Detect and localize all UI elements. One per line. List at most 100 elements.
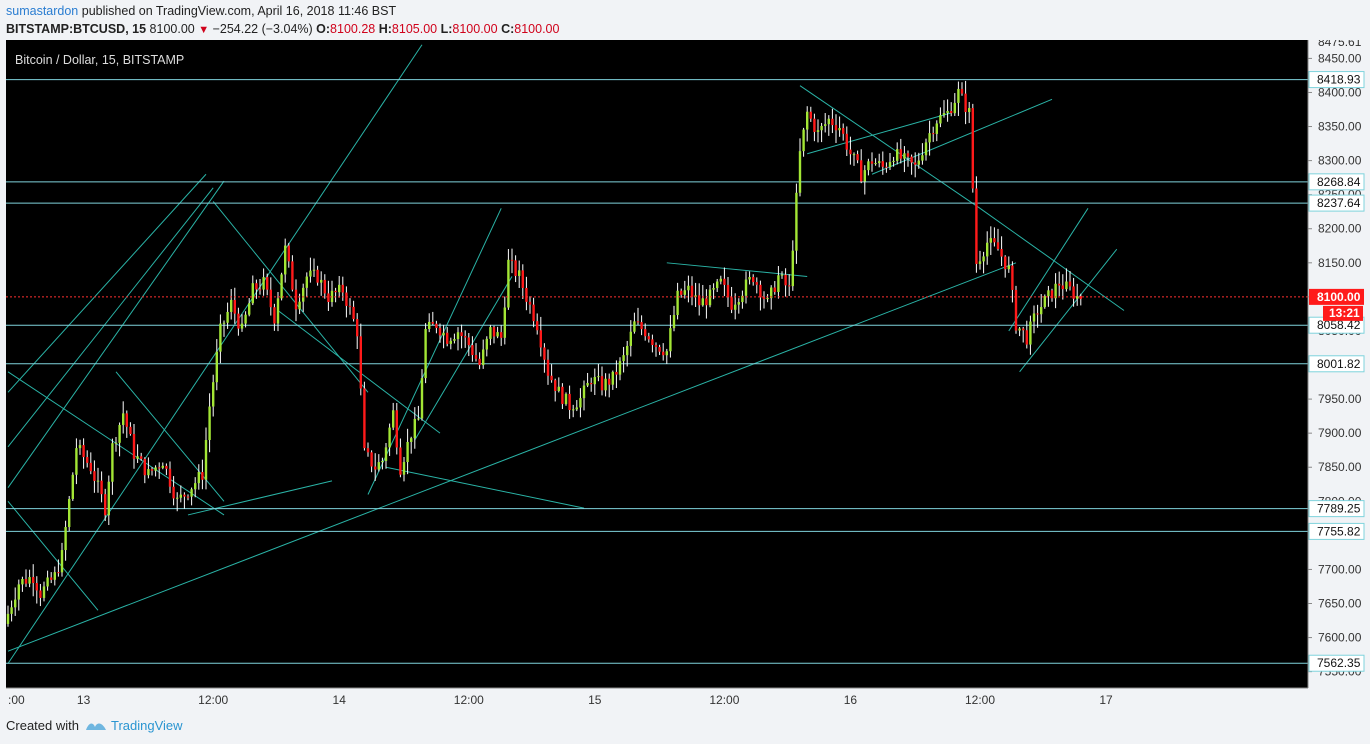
candle-body (586, 382, 589, 386)
candle-body (827, 118, 830, 125)
candle-body (773, 287, 776, 292)
candle-body (28, 577, 31, 584)
trend-line[interactable] (1008, 208, 1089, 332)
candle-body (1040, 307, 1043, 315)
candle-body (402, 462, 406, 475)
candle-body (791, 250, 794, 287)
trend-line[interactable] (666, 262, 808, 277)
candle-body (1025, 330, 1028, 345)
brand-name[interactable]: TradingView (110, 718, 183, 733)
candle-body (953, 102, 956, 114)
candle-body (957, 88, 960, 103)
candle-body (964, 93, 967, 113)
trend-line[interactable] (807, 112, 952, 155)
candle-body (352, 306, 355, 320)
trend-line[interactable] (414, 276, 513, 441)
tradingview-brand[interactable]: TradingView (85, 718, 183, 733)
candle-body (258, 289, 262, 291)
candle-body (24, 579, 28, 584)
publish-text: published on TradingView.com, April 16, … (81, 4, 397, 18)
candle-body (280, 274, 283, 299)
trend-line[interactable] (871, 98, 1053, 175)
candle-body (248, 303, 251, 315)
candle-body (960, 88, 964, 94)
candle-body (640, 322, 643, 330)
level-label-box (1308, 194, 1365, 212)
candle-body (212, 382, 215, 407)
price-tick-label: 8475.61 (1318, 40, 1362, 49)
candle-body (665, 351, 668, 356)
trend-line[interactable] (7, 262, 1017, 652)
candle-body (676, 290, 679, 316)
candle-body (46, 577, 49, 587)
candle-body (784, 274, 787, 286)
trend-line[interactable] (187, 480, 333, 516)
candle-body (975, 188, 978, 264)
time-tick-label: 15 (588, 693, 602, 707)
trend-line[interactable] (7, 44, 423, 664)
trend-line[interactable] (7, 187, 214, 448)
candle-body (377, 462, 380, 470)
candle-body (413, 418, 416, 439)
publish-info: sumastardon published on TradingView.com… (6, 4, 396, 18)
candle-body (111, 443, 114, 482)
candle-body (712, 288, 715, 290)
candle-body (183, 494, 186, 497)
price-chart[interactable]: 7550.007600.007650.007700.007750.007800.… (6, 40, 1370, 716)
trend-line[interactable] (385, 466, 585, 509)
candle-body (1079, 296, 1082, 299)
candle-body (744, 279, 748, 296)
author-link[interactable]: sumastardon (6, 4, 79, 18)
candle-body (86, 457, 89, 463)
level-label: 8237.64 (1317, 196, 1361, 210)
candle-body (644, 329, 647, 337)
candle-body (172, 486, 175, 499)
candle-body (705, 298, 708, 306)
candle-body (694, 295, 697, 297)
trend-line[interactable] (7, 173, 207, 393)
candle-body (899, 149, 902, 159)
trend-line[interactable] (799, 85, 981, 209)
candle-body (831, 118, 834, 126)
candle-body (561, 386, 564, 405)
candle-body (82, 445, 85, 458)
candle-body (431, 321, 434, 324)
candle-body (204, 439, 208, 480)
candle-body (104, 494, 107, 516)
candle-body (143, 458, 146, 476)
candle-body (399, 447, 402, 475)
candle-body (525, 287, 528, 302)
down-arrow-icon: ▼ (198, 24, 210, 36)
candle-body (503, 307, 506, 338)
candle-body (276, 298, 280, 324)
price-axis[interactable] (1308, 40, 1370, 716)
candle-body (125, 413, 128, 427)
trend-line[interactable] (1019, 248, 1118, 373)
candle-body (161, 465, 164, 468)
candle-body (971, 108, 974, 189)
candle-body (478, 358, 481, 366)
candle-body (932, 133, 935, 135)
trend-line[interactable] (7, 500, 99, 611)
candle-body (590, 382, 593, 385)
candle-body (446, 332, 449, 344)
candle-body (233, 299, 236, 314)
candle-body (168, 468, 172, 487)
candle-body (417, 418, 420, 420)
candle-body (939, 115, 942, 124)
candle-body (1014, 289, 1018, 331)
level-label-box (1308, 355, 1365, 373)
candle-body (230, 299, 233, 312)
candle-body (1036, 313, 1039, 315)
candle-body (615, 371, 618, 375)
candle-body (1018, 328, 1021, 331)
candle-body (766, 298, 769, 300)
trend-line[interactable] (979, 207, 1125, 311)
candle-body (521, 270, 524, 288)
trend-line[interactable] (277, 310, 441, 434)
candle-body (892, 160, 895, 162)
trend-line[interactable] (7, 180, 225, 488)
chart-area[interactable]: 7550.007600.007650.007700.007750.007800.… (6, 40, 1370, 716)
open-value: 8100.28 (330, 22, 376, 36)
candle-body (528, 301, 532, 305)
